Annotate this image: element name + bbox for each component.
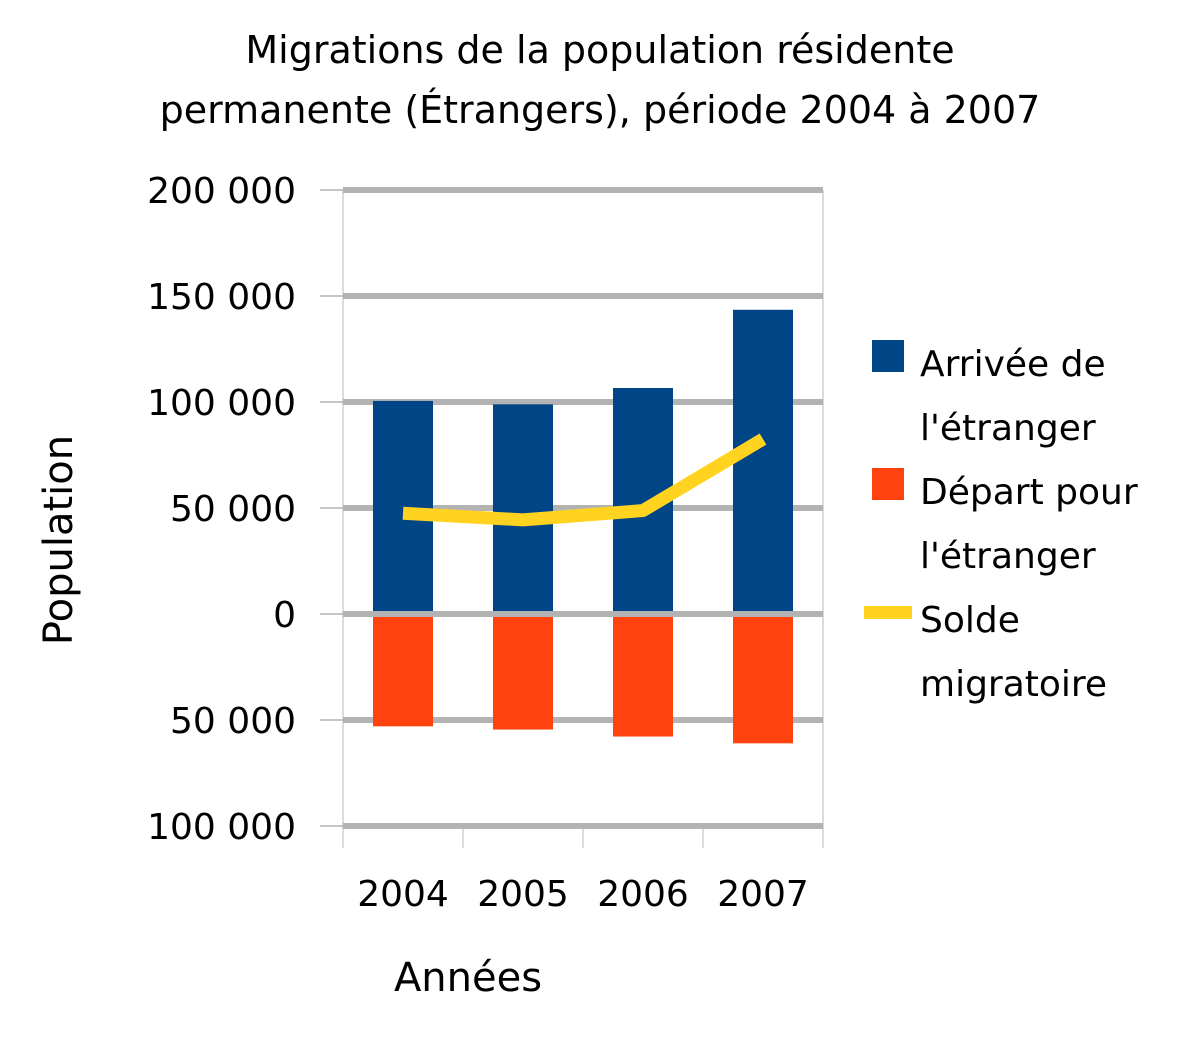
y-tick-label: 50 000 bbox=[170, 489, 296, 530]
y-tick-label: 100 000 bbox=[147, 383, 296, 424]
legend-label: Départ pour bbox=[920, 472, 1138, 513]
x-axis-title: Années bbox=[394, 955, 542, 1001]
x-tick-label: 2006 bbox=[597, 874, 689, 915]
x-axis-ticks: 2004 2005 2006 2007 bbox=[357, 874, 809, 915]
arrival-bar bbox=[373, 401, 433, 614]
legend-label: Solde bbox=[920, 600, 1020, 641]
y-tick-label: 200 000 bbox=[147, 171, 296, 212]
legend-swatch bbox=[872, 340, 904, 372]
departure-bar bbox=[613, 614, 673, 737]
departure-bar bbox=[373, 614, 433, 726]
arrival-bar bbox=[733, 310, 793, 614]
legend: Arrivée de l'étranger Départ pour l'étrange… bbox=[864, 340, 1138, 705]
legend-line-swatch bbox=[864, 606, 912, 619]
departure-bar bbox=[733, 614, 793, 743]
y-axis-ticks: 200 000 150 000 100 000 50 000 0 50 000 100 00… bbox=[147, 171, 296, 848]
legend-label: l'étranger bbox=[920, 408, 1096, 449]
y-tick-label: 150 000 bbox=[147, 277, 296, 318]
y-tick-label: 0 bbox=[273, 595, 296, 636]
departure-bar bbox=[493, 614, 553, 730]
y-tick-label: 100 000 bbox=[147, 807, 296, 848]
x-tick-label: 2007 bbox=[717, 874, 809, 915]
legend-label: migratoire bbox=[920, 664, 1107, 705]
chart-title: Migrations de la population résidente per… bbox=[160, 28, 1041, 132]
legend-swatch bbox=[872, 468, 904, 500]
legend-label: Arrivée de bbox=[920, 344, 1106, 385]
y-axis-title: Population bbox=[36, 435, 82, 645]
arrival-bar bbox=[493, 404, 553, 614]
x-tick-label: 2004 bbox=[357, 874, 449, 915]
chart-title-line: Migrations de la population résidente bbox=[245, 28, 954, 72]
y-tick-label: 50 000 bbox=[170, 701, 296, 742]
legend-label: l'étranger bbox=[920, 536, 1096, 577]
x-tick-label: 2005 bbox=[477, 874, 569, 915]
chart-title-line: permanente (Étrangers), période 2004 à 2… bbox=[160, 88, 1041, 132]
bars bbox=[343, 310, 823, 744]
